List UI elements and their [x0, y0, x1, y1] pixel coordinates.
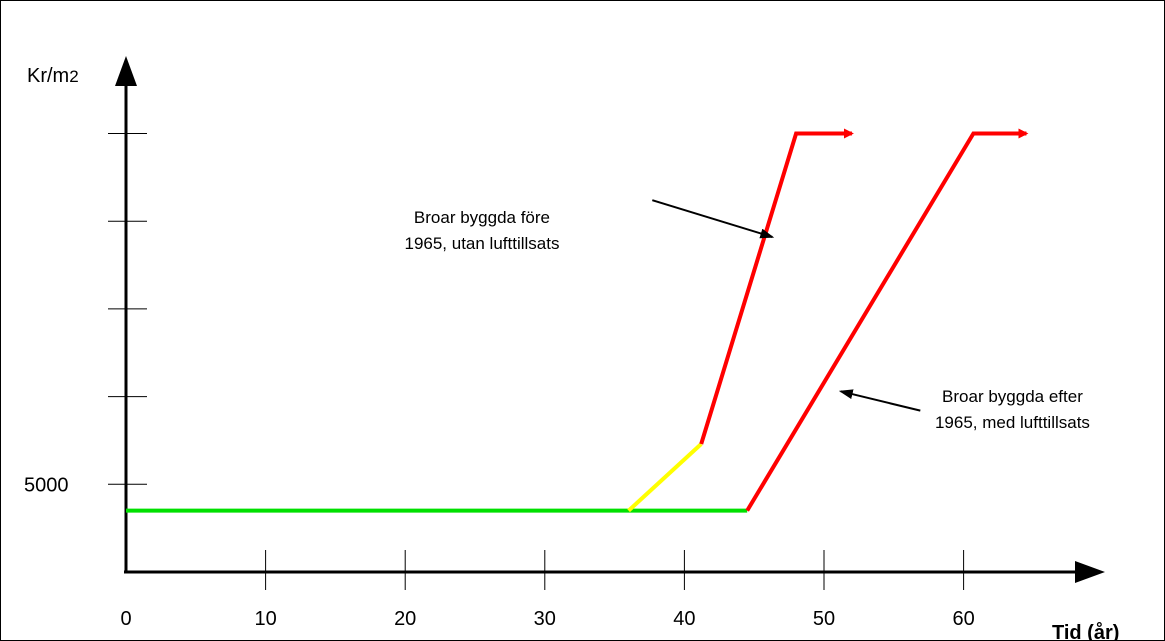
y-tick-label: 5000: [24, 474, 69, 496]
series-line: [745, 128, 1029, 512]
annotation-line: 1965, med lufttillsats: [935, 413, 1090, 432]
ticks-group: 0 10 20 30 40 50 60 5000: [24, 133, 975, 630]
annotation-line: Broar byggda efter: [942, 387, 1083, 406]
annotation-line: Broar byggda före: [414, 208, 550, 227]
x-axis-arrow-icon: [1075, 561, 1105, 583]
y-axis-label-sub: 2: [69, 67, 78, 86]
x-tick-label: 50: [813, 608, 835, 630]
annotation-line: 1965, utan lufttillsats: [404, 234, 559, 253]
x-axis-label: Tid (år): [1052, 621, 1119, 641]
series-line: [627, 442, 703, 513]
y-axis-arrow-icon: [115, 56, 137, 86]
x-tick-label: 30: [534, 608, 556, 630]
annotation-text: Broar byggda före 1965, utan lufttillsats: [404, 208, 559, 253]
series-line: [699, 128, 854, 445]
x-tick-label: 40: [673, 608, 695, 630]
x-tick-label: 0: [120, 608, 131, 630]
annotations-group: Broar byggda före 1965, utan lufttillsats…: [404, 199, 1090, 432]
annotation-text: Broar byggda efter 1965, med lufttillsats: [935, 387, 1090, 432]
y-axis-label-main: Kr/m: [27, 65, 69, 87]
x-tick-label: 10: [254, 608, 276, 630]
annotation-arrow-icon: [838, 389, 921, 412]
x-tick-label: 20: [394, 608, 416, 630]
annotation-arrow-icon: [651, 199, 775, 239]
y-axis-label: Kr/m2: [27, 65, 79, 87]
x-tick-label: 60: [952, 608, 974, 630]
series-group: [126, 128, 1029, 513]
